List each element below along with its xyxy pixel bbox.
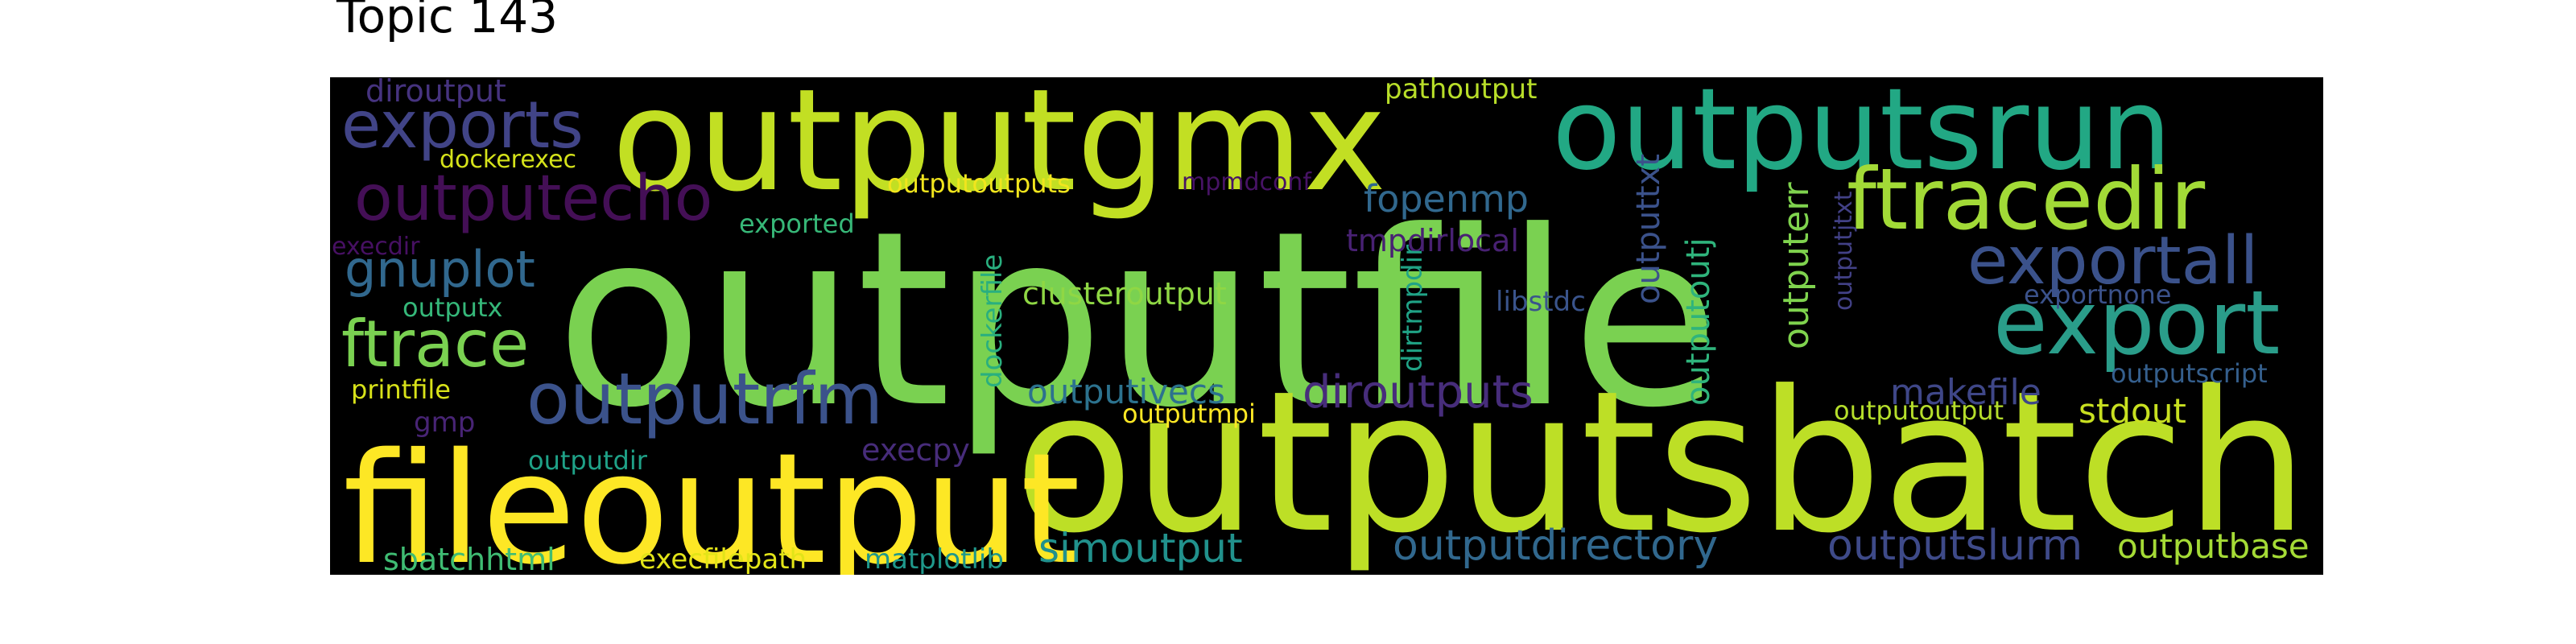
- word-outputscript: outputscript: [2111, 358, 2268, 389]
- word-libstdc: libstdc: [1496, 286, 1586, 318]
- word-outputrfm: outputrfm: [526, 357, 884, 440]
- word-exported: exported: [739, 208, 855, 239]
- word-dirtmpdir: dirtmpdir: [1397, 244, 1429, 372]
- word-outputdirectory: outputdirectory: [1393, 522, 1719, 570]
- word-outputerr: outputerr: [1776, 182, 1817, 349]
- word-outputfile: outputfile: [555, 180, 1720, 460]
- word-makefile: makefile: [1890, 372, 2041, 413]
- word-fopenmp: fopenmp: [1364, 177, 1530, 221]
- word-printfile: printfile: [351, 374, 451, 405]
- word-outputoutj: outputoutj: [1680, 237, 1717, 406]
- word-outputx: outputx: [402, 292, 503, 323]
- word-clusteroutput: clusteroutput: [1022, 276, 1227, 312]
- word-outputdir: outputdir: [528, 445, 647, 476]
- word-stdout: stdout: [2079, 391, 2186, 431]
- word-outputsbatch: outputsbatch: [1014, 349, 2309, 575]
- word-outputslurm: outputslurm: [1827, 522, 2083, 570]
- word-execdir: execdir: [332, 233, 420, 261]
- word-outputmpi: outputmpi: [1122, 398, 1256, 429]
- word-outputecho: outputecho: [354, 163, 713, 235]
- word-sbatchhtml: sbatchhtml: [383, 542, 555, 575]
- word-outputtxt: outputtxt: [1630, 154, 1667, 304]
- word-gmp: gmp: [414, 407, 476, 439]
- word-tmpdirlocal: tmpdirlocal: [1346, 223, 1519, 258]
- word-exportall: exportall: [1967, 223, 2259, 299]
- word-dockerexec: dockerexec: [440, 146, 577, 174]
- word-outputivecs: outputivecs: [1027, 372, 1225, 411]
- word-diroutputs: diroutputs: [1302, 366, 1534, 419]
- word-outputjtxt: outputjtxt: [1830, 191, 1858, 311]
- word-outputoutputs: outputoutputs: [887, 168, 1071, 199]
- word-outputoutput: outputoutput: [1834, 395, 2004, 426]
- word-cloud: outputfile outputsbatch fileoutput outpu…: [330, 77, 2323, 575]
- word-diroutput: diroutput: [365, 77, 506, 109]
- word-matplotlib: matplotlib: [865, 543, 1004, 575]
- word-gnuplot: gnuplot: [345, 240, 535, 299]
- word-exportnone: exportnone: [2024, 279, 2172, 310]
- word-simoutput: simoutput: [1038, 525, 1243, 572]
- word-execpy: execpy: [861, 432, 970, 468]
- word-export: export: [1993, 271, 2281, 374]
- word-fileoutput: fileoutput: [343, 420, 1081, 576]
- word-execfilepath: execfilepath: [639, 543, 807, 575]
- word-outputbase: outputbase: [2117, 526, 2310, 566]
- word-ftrace: ftrace: [341, 307, 530, 382]
- word-outputgmx: outputgmx: [612, 77, 1387, 223]
- word-exports: exports: [341, 88, 584, 163]
- word-dockerfile: dockerfile: [976, 254, 1009, 388]
- figure-title: Topic 143: [336, 0, 559, 43]
- word-ftracedir: ftracedir: [1847, 151, 2206, 249]
- word-outputsrun: outputsrun: [1552, 77, 2172, 196]
- word-pathoutput: pathoutput: [1385, 77, 1538, 105]
- word-mpmdconf: mpmdconf: [1182, 168, 1311, 196]
